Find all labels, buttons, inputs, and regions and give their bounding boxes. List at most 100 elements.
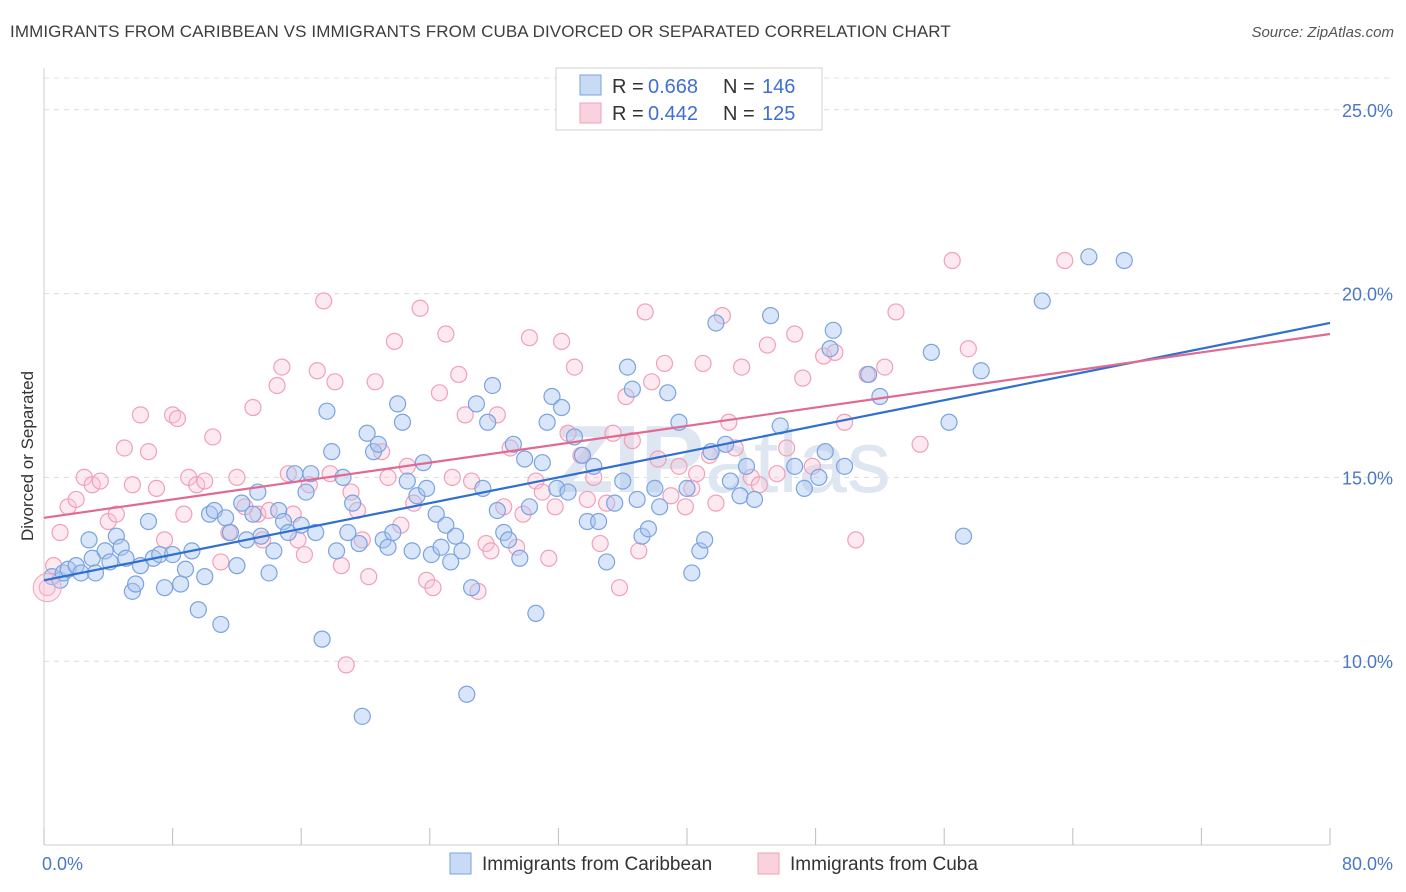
caribbean-point [112,538,130,556]
caribbean-point [483,376,502,395]
caribbean-point [286,465,304,483]
caribbean-point [318,402,336,420]
cuba-point [630,542,648,560]
caribbean-point [260,564,278,582]
cuba-point [768,465,786,483]
caribbean-point [297,483,315,501]
caribbean-point [270,501,288,520]
cuba-point [786,325,804,343]
legend-n-value-cuba: 125 [762,103,795,125]
bottom-legend-swatch-cuba [757,852,780,875]
cuba-point [123,476,142,494]
caribbean-point [228,557,246,575]
cuba-point [437,325,455,343]
caribbean-point [467,395,486,413]
caribbean-point [606,494,624,512]
caribbean-point [954,527,973,545]
cuba-point [847,531,865,549]
caribbean-point [940,413,958,431]
caribbean-point [721,472,740,490]
cuba-point [51,523,69,542]
cuba-point [212,553,230,571]
cuba-point [533,483,551,501]
caribbean-point [453,542,471,560]
cuba-point [379,468,397,486]
cuba-point [911,435,929,453]
cuba-point [553,332,571,350]
caribbean-point [389,395,407,413]
caribbean-point [172,575,190,593]
cuba-point [326,373,344,391]
caribbean-point [646,479,664,498]
cuba-point [1056,251,1074,270]
caribbean-point [307,523,325,542]
y-tick-label: 25.0% [1342,101,1393,121]
caribbean-point [458,685,476,703]
caribbean-point [86,564,105,582]
caribbean-point [233,494,251,512]
caribbean-point [499,531,518,549]
legend-r-value-cuba: 0.442 [648,103,698,125]
caribbean-point [427,505,445,523]
cuba-point [456,406,474,424]
caribbean-point [538,413,556,431]
caribbean-point [516,450,534,468]
cuba-point [107,505,125,523]
cuba-point [887,303,905,321]
cuba-point [155,531,174,549]
caribbean-point [196,568,214,586]
caribbean-point [860,365,878,384]
cuba-point [778,439,796,457]
x-tick-label-max: 80.0% [1342,854,1393,874]
caribbean-point [384,523,402,542]
caribbean-point [821,340,839,358]
bottom-legend-label-caribbean: Immigrants from Caribbean [482,854,712,875]
legend-r-label-cuba: R = [612,103,644,125]
caribbean-point [417,479,436,498]
caribbean-point [639,520,658,538]
bottom-legend-label-cuba: Immigrants from Cuba [790,854,978,875]
cuba-point [565,358,584,376]
correlation-legend: R = 0.668 N = 146 R = 0.442 N = 125 [555,67,823,131]
series-legend: Immigrants from Caribbean Immigrants fro… [449,852,978,875]
caribbean-point [403,542,421,560]
trend-line-caribbean [43,321,1331,582]
caribbean-point [623,380,641,398]
caribbean-point [548,479,566,498]
cuba-point [943,251,961,270]
cuba-point [228,468,246,486]
chart-title: IMMIGRANTS FROM CARIBBEAN VS IMMIGRANTS … [10,22,951,41]
cuba-point [315,292,333,310]
caribbean-point [442,553,460,571]
cuba-point [424,579,442,597]
cuba-point [450,365,468,384]
cuba-point [67,490,85,509]
caribbean-point [379,538,397,556]
caribbean-point [265,542,283,560]
cuba-point [546,498,564,516]
cuba-point [366,373,384,391]
cuba-point [332,557,350,575]
cuba-point [91,472,109,490]
caribbean-point [212,615,230,634]
cuba-point [268,376,286,395]
cuba-point [707,494,725,512]
cuba-point [643,373,661,391]
cuba-point [720,413,738,431]
cuba-point [610,579,629,597]
grid-lines [44,77,1393,662]
cuba-point [443,468,461,486]
caribbean-point [598,553,616,571]
cuba-point [32,573,62,603]
cuba-point [308,362,326,380]
caribbean-point [520,498,539,516]
cuba-point [636,303,654,321]
caribbean-point [339,523,357,542]
cuba-point [733,358,751,376]
caribbean-point [334,468,352,486]
caribbean-point [731,487,749,505]
y-tick-label: 10.0% [1342,652,1393,672]
caribbean-point [707,314,725,332]
caribbean-point [80,531,98,549]
